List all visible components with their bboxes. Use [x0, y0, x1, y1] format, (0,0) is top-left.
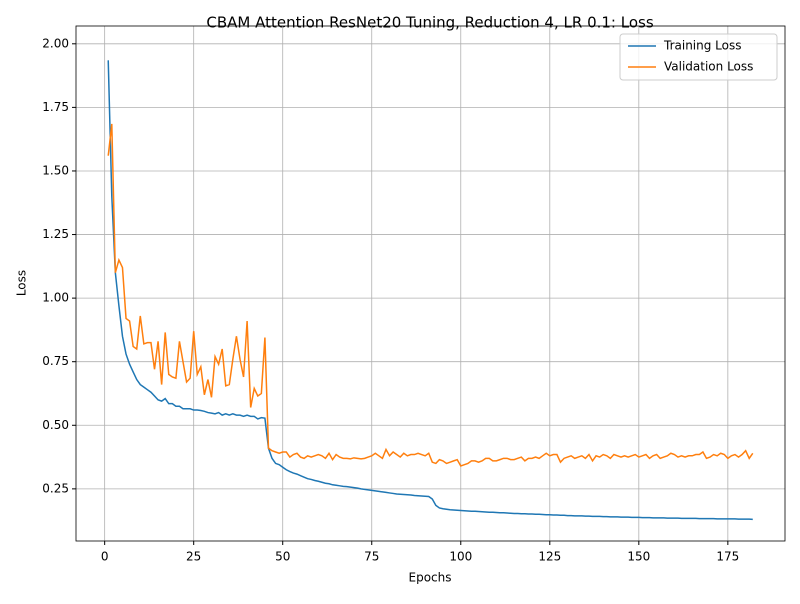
- y-tick-label: 1.25: [42, 227, 69, 241]
- y-tick-label: 0.25: [42, 481, 69, 495]
- legend-frame: [619, 33, 778, 81]
- y-tick-label: 2.00: [42, 36, 69, 50]
- x-tick-label: 75: [364, 550, 379, 564]
- y-tick-label: 0.75: [42, 354, 69, 368]
- line-series: [107, 123, 754, 467]
- legend-label: Training Loss: [663, 39, 741, 53]
- x-axis-label: Epochs: [409, 571, 452, 585]
- x-tick-label: 175: [716, 550, 739, 564]
- legend: Training Loss Validation Loss: [619, 33, 778, 81]
- x-tick-label: 125: [538, 550, 561, 564]
- plot-frame: [75, 25, 786, 542]
- y-axis-label: Loss: [15, 270, 29, 296]
- legend-label: Validation Loss: [664, 60, 753, 74]
- x-tick-label: 25: [186, 550, 201, 564]
- x-tick-label: 100: [449, 550, 472, 564]
- x-tick-label: 0: [101, 550, 109, 564]
- chart-title: CBAM Attention ResNet20 Tuning, Reductio…: [206, 14, 653, 32]
- x-tick-label: 50: [275, 550, 290, 564]
- y-tick-label: 1.00: [42, 291, 69, 305]
- y-tick-label: 0.50: [42, 418, 69, 432]
- line-series: [107, 60, 753, 521]
- x-tick-label: 150: [627, 550, 650, 564]
- y-tick-label: 1.50: [42, 163, 69, 177]
- y-tick-label: 1.75: [42, 100, 69, 114]
